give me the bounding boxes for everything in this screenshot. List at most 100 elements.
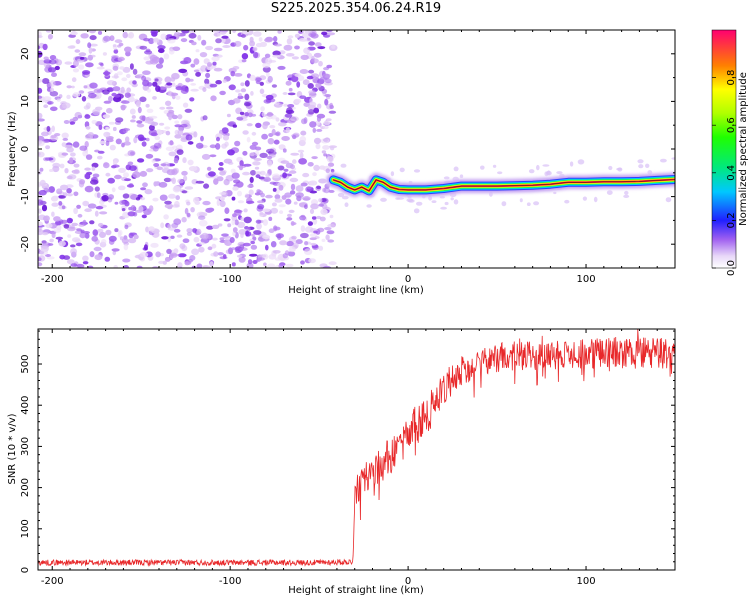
- noise-blob: [131, 115, 136, 119]
- noise-blob: [136, 265, 143, 268]
- noise-blob: [198, 215, 206, 220]
- noise-blob: [193, 58, 200, 65]
- noise-blob: [266, 263, 276, 268]
- noise-blob: [608, 165, 613, 171]
- noise-blob: [38, 118, 45, 122]
- noise-blob: [38, 78, 43, 83]
- noise-blob: [139, 115, 146, 121]
- noise-blob: [181, 216, 187, 223]
- noise-blob: [280, 160, 290, 164]
- noise-blob: [159, 86, 167, 90]
- noise-blob: [209, 261, 214, 267]
- noise-blob: [247, 227, 251, 232]
- noise-blob: [216, 136, 220, 142]
- noise-blob: [124, 46, 132, 53]
- noise-blob: [166, 248, 172, 254]
- colorbar-gradient: [711, 29, 737, 269]
- noise-blob: [262, 234, 271, 240]
- noise-blob: [72, 237, 81, 243]
- noise-blob: [230, 168, 236, 174]
- noise-blob: [113, 73, 119, 79]
- noise-blob: [277, 165, 285, 171]
- noise-blob: [399, 167, 405, 173]
- noise-blob: [114, 228, 119, 233]
- colorbar-tick-label: 0.0: [726, 260, 737, 276]
- noise-blob: [322, 265, 332, 268]
- noise-blob: [130, 205, 136, 212]
- snr-frame: [37, 328, 676, 571]
- noise-blob: [202, 200, 211, 206]
- noise-blob: [158, 181, 168, 188]
- noise-blob: [221, 35, 229, 39]
- noise-blob: [278, 122, 287, 127]
- noise-blob: [259, 170, 266, 176]
- noise-blob: [312, 172, 317, 177]
- noise-blob: [213, 178, 219, 185]
- noise-blob: [297, 30, 304, 35]
- noise-blob: [66, 217, 73, 224]
- noise-blob: [85, 154, 93, 160]
- noise-blob: [207, 171, 216, 177]
- noise-blob: [266, 148, 275, 154]
- noise-blob: [299, 95, 307, 99]
- noise-blob: [272, 187, 277, 192]
- noise-blob: [185, 77, 191, 83]
- noise-blob: [164, 126, 171, 130]
- noise-blob: [406, 198, 414, 203]
- noise-blob: [224, 207, 230, 214]
- noise-blob: [224, 141, 229, 147]
- noise-blob: [103, 100, 112, 104]
- noise-blob: [185, 134, 193, 141]
- noise-blob: [273, 226, 281, 231]
- noise-blob: [294, 33, 300, 39]
- noise-blob: [79, 145, 88, 151]
- noise-blob: [43, 215, 50, 222]
- noise-blob: [329, 104, 335, 110]
- noise-blob: [195, 180, 205, 184]
- noise-blob: [58, 201, 63, 206]
- noise-blob: [154, 78, 159, 82]
- noise-blob: [308, 258, 316, 264]
- noise-blob: [111, 187, 116, 193]
- noise-blob: [103, 35, 111, 42]
- noise-blob: [216, 176, 224, 182]
- noise-blob: [213, 47, 223, 52]
- noise-blob: [153, 37, 159, 42]
- noise-blob: [195, 71, 202, 77]
- noise-blob: [90, 54, 96, 58]
- noise-blob: [231, 262, 236, 267]
- noise-blob: [205, 72, 211, 78]
- noise-blob: [126, 184, 135, 188]
- noise-blob: [38, 208, 42, 214]
- noise-blob: [89, 251, 95, 258]
- spectrogram-y-axis-label: Frequency (Hz): [7, 111, 18, 187]
- noise-blob: [168, 193, 176, 199]
- noise-blob: [139, 170, 148, 177]
- noise-blob: [249, 152, 255, 157]
- noise-blob: [142, 182, 148, 188]
- noise-blob: [168, 109, 175, 114]
- noise-blob: [199, 52, 208, 58]
- noise-blob: [181, 119, 190, 126]
- x-tick-label: -100: [219, 576, 242, 587]
- noise-blob: [38, 221, 43, 226]
- noise-blob: [74, 49, 81, 53]
- noise-blob: [290, 183, 296, 191]
- noise-blob: [274, 101, 280, 106]
- noise-blob: [237, 221, 246, 228]
- noise-blob: [165, 130, 171, 136]
- noise-blob: [132, 68, 138, 75]
- noise-blob: [82, 70, 91, 75]
- noise-blob: [233, 179, 241, 184]
- noise-blob: [275, 117, 280, 122]
- y-tick-label: 300: [20, 437, 31, 456]
- noise-blob: [124, 92, 131, 98]
- noise-blob: [308, 69, 315, 74]
- noise-blob: [46, 125, 51, 132]
- noise-blob: [266, 71, 270, 78]
- noise-blob: [143, 38, 150, 42]
- noise-blob: [323, 187, 331, 194]
- noise-blob: [228, 161, 234, 165]
- noise-blob: [120, 86, 125, 94]
- noise-blob: [118, 42, 124, 47]
